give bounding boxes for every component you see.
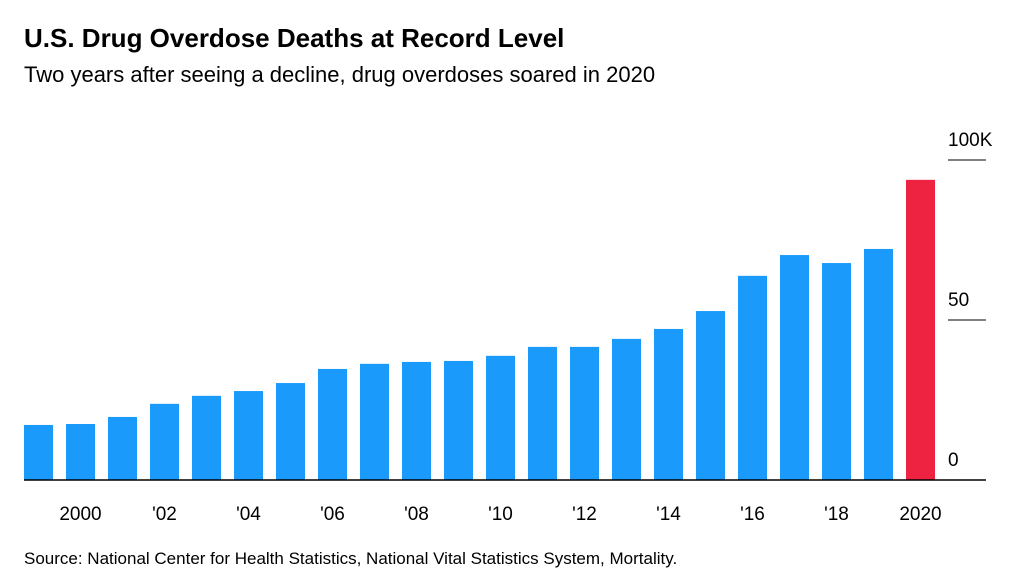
bar xyxy=(654,328,683,480)
bar xyxy=(822,263,851,480)
chart-subtitle: Two years after seeing a decline, drug o… xyxy=(24,62,655,87)
x-tick-label: '04 xyxy=(236,504,261,525)
x-tick-label: '10 xyxy=(488,504,513,525)
bar xyxy=(150,403,179,480)
y-tick-label: 50 xyxy=(948,290,969,311)
bar xyxy=(108,416,137,480)
x-tick-label: '08 xyxy=(404,504,429,525)
bar xyxy=(318,368,347,480)
bar xyxy=(24,424,53,480)
bar xyxy=(738,275,767,480)
bar xyxy=(276,383,305,480)
x-tick-label: 2020 xyxy=(899,504,941,525)
bar xyxy=(696,311,725,480)
y-tick-label: 100K xyxy=(948,130,993,151)
bar xyxy=(780,255,809,480)
x-tick-label: 2000 xyxy=(59,504,101,525)
bar xyxy=(444,360,473,480)
bar xyxy=(360,363,389,480)
chart-title: U.S. Drug Overdose Deaths at Record Leve… xyxy=(24,23,564,53)
y-tick-label: 0 xyxy=(948,450,959,471)
source: Source: National Center for Health Stati… xyxy=(24,549,677,568)
x-tick-label: '18 xyxy=(824,504,849,525)
bar xyxy=(864,248,893,480)
bar xyxy=(402,361,431,480)
bar xyxy=(570,346,599,480)
x-tick-label: '12 xyxy=(572,504,597,525)
bar xyxy=(486,355,515,480)
x-tick-label: '02 xyxy=(152,504,177,525)
bar xyxy=(612,338,641,480)
bar xyxy=(66,424,95,480)
bar xyxy=(906,179,935,480)
bar xyxy=(234,391,263,480)
x-tick-label: '16 xyxy=(740,504,765,525)
bar xyxy=(192,395,221,480)
bar xyxy=(528,346,557,480)
x-tick-label: '06 xyxy=(320,504,345,525)
x-tick-label: '14 xyxy=(656,504,681,525)
